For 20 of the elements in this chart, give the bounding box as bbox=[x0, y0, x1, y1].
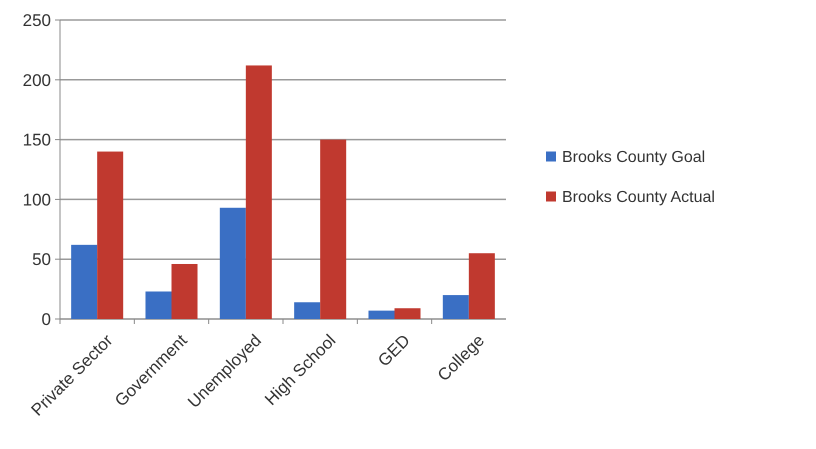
bar bbox=[246, 65, 272, 319]
bar bbox=[442, 295, 469, 319]
bar bbox=[145, 291, 172, 319]
y-tick-label: 50 bbox=[32, 250, 51, 270]
y-tick-label: 200 bbox=[22, 70, 51, 90]
y-tick-label: 100 bbox=[22, 190, 51, 210]
y-tick-label: 250 bbox=[22, 10, 51, 30]
bar bbox=[97, 152, 124, 319]
legend-label: Brooks County Goal bbox=[562, 149, 706, 166]
bar bbox=[294, 302, 320, 319]
legend-label: Brooks County Actual bbox=[562, 189, 715, 206]
bar bbox=[172, 264, 198, 319]
bar bbox=[394, 308, 421, 319]
bar bbox=[468, 253, 495, 319]
bar bbox=[368, 310, 394, 319]
bar bbox=[220, 208, 246, 319]
bar bbox=[320, 140, 346, 319]
bar bbox=[71, 244, 98, 319]
y-tick-label: 150 bbox=[22, 130, 51, 150]
y-tick-label: 0 bbox=[42, 310, 51, 329]
